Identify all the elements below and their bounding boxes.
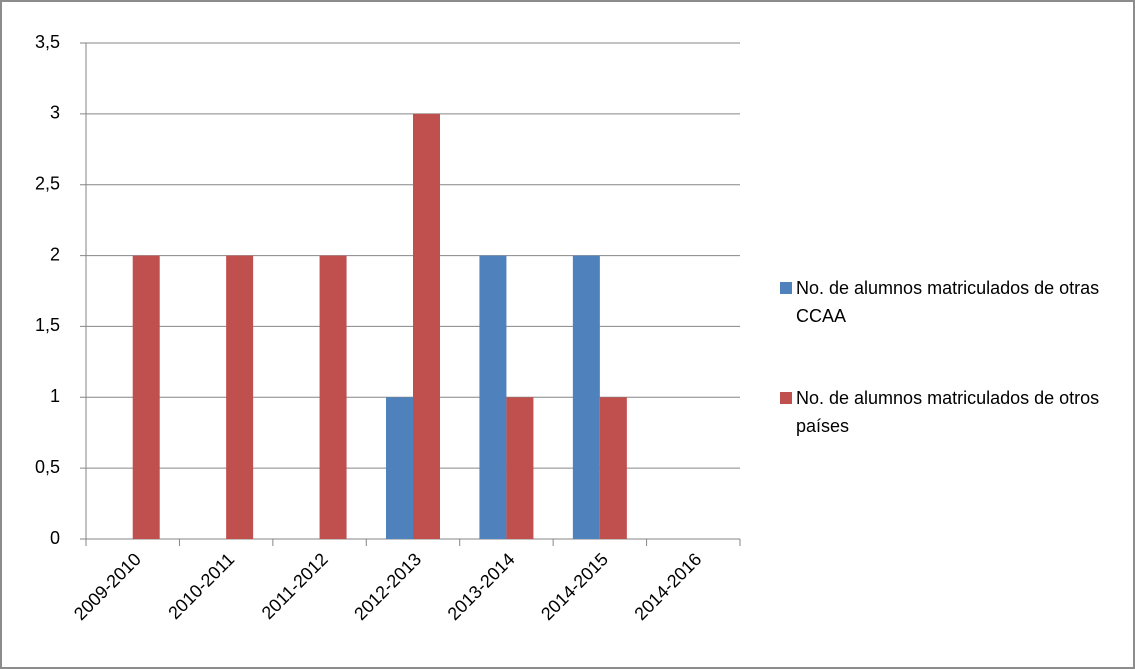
bar [319,255,347,540]
y-tick-label: 2 [50,244,60,264]
x-tick-label: 2009-2010 [70,549,145,624]
bar [572,255,600,540]
x-tick-label: 2014-2015 [537,549,612,624]
legend-swatch [780,282,792,294]
x-tick-label: 2012-2013 [350,549,425,624]
bar [132,255,160,540]
bar [386,397,413,539]
bar [599,397,627,539]
legend-item: No. de alumnos matriculados de otros paí… [780,384,1130,440]
y-tick-label: 1,5 [35,315,60,335]
bar [506,397,534,539]
y-tick-label: 3,5 [35,32,60,52]
y-tick-label: 3 [50,103,60,123]
y-tick-label: 0,5 [35,457,60,477]
x-tick-label: 2013-2014 [444,549,519,624]
legend-swatch [780,392,792,404]
y-tick-label: 1 [50,386,60,406]
legend-item: No. de alumnos matriculados de otras CCA… [780,274,1130,330]
x-tick-label: 2011-2012 [258,549,332,623]
bar [479,255,507,540]
bar [413,113,440,539]
legend-label: No. de alumnos matriculados de otras CCA… [796,278,1100,326]
bar [226,255,254,540]
x-tick-label: 2010-2011 [164,549,238,623]
y-tick-label: 2,5 [35,173,60,193]
x-tick-label: 2014-2016 [630,549,705,624]
y-tick-label: 0 [50,528,60,548]
legend-label: No. de alumnos matriculados de otros paí… [796,388,1100,436]
